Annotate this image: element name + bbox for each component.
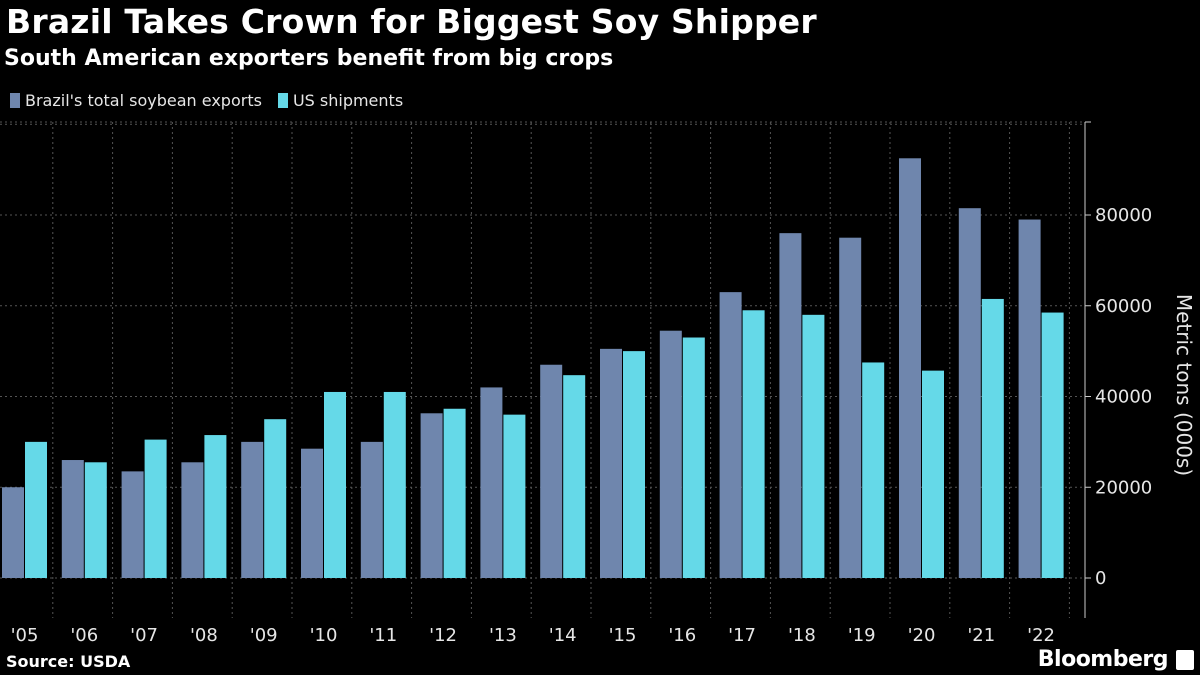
bar-us-12 — [742, 310, 765, 578]
bar-brazil-0 — [2, 487, 24, 578]
bar-brazil-17 — [1018, 219, 1041, 578]
legend-label-brazil: Brazil's total soybean exports — [25, 91, 262, 110]
bar-brazil-9 — [540, 364, 563, 578]
bar-brazil-4 — [241, 441, 264, 578]
legend: Brazil's total soybean exports US shipme… — [10, 91, 419, 110]
x-tick-label: '08 — [190, 625, 218, 646]
legend-item-brazil: Brazil's total soybean exports — [10, 91, 262, 110]
x-tick-label: '19 — [848, 625, 876, 646]
bar-brazil-13 — [779, 233, 802, 578]
bar-brazil-6 — [360, 441, 383, 578]
bar-us-1 — [84, 462, 107, 578]
bar-us-6 — [383, 391, 406, 578]
x-tick-label: '14 — [549, 625, 577, 646]
bar-us-7 — [443, 408, 466, 578]
legend-item-us: US shipments — [277, 91, 404, 110]
bar-us-3 — [204, 435, 227, 578]
bar-us-2 — [144, 439, 167, 578]
x-tick-label: '15 — [609, 625, 637, 646]
x-tick-label: '09 — [250, 625, 278, 646]
y-axis-label: Metric tons (000s) — [1172, 294, 1196, 476]
x-tick-label: '13 — [489, 625, 517, 646]
bloomberg-logo-icon — [1176, 650, 1194, 670]
x-tick-label: '20 — [908, 625, 936, 646]
bar-us-5 — [324, 391, 346, 578]
x-tick-label: '17 — [728, 625, 756, 646]
bar-brazil-16 — [958, 208, 981, 578]
bar-us-17 — [1041, 312, 1064, 578]
bar-brazil-8 — [480, 387, 503, 578]
x-tick-label: '18 — [788, 625, 816, 646]
x-tick-label: '12 — [429, 625, 457, 646]
bar-brazil-12 — [719, 292, 742, 578]
bar-us-9 — [563, 375, 586, 578]
bar-brazil-2 — [121, 471, 144, 578]
bar-us-0 — [25, 441, 47, 578]
x-tick-label: '22 — [1027, 625, 1055, 646]
bar-brazil-10 — [600, 348, 622, 578]
legend-swatch-brazil — [10, 93, 20, 108]
y-tick-label: 20000 — [1095, 477, 1152, 498]
bar-brazil-15 — [899, 158, 921, 578]
y-tick-label: 0 — [1095, 568, 1106, 589]
x-tick-label: '06 — [70, 625, 98, 646]
x-tick-label: '10 — [310, 625, 338, 646]
source-note: Source: USDA — [6, 652, 131, 671]
brand-logo-text: Bloomberg — [1037, 647, 1169, 672]
x-tick-label: '05 — [11, 625, 39, 646]
legend-label-us: US shipments — [292, 91, 404, 110]
bar-us-8 — [503, 414, 526, 578]
bar-us-11 — [682, 337, 705, 578]
x-tick-label: '07 — [130, 625, 158, 646]
chart-subtitle: South American exporters benefit from bi… — [4, 46, 614, 71]
bar-us-4 — [264, 419, 287, 578]
chart-title: Brazil Takes Crown for Biggest Soy Shipp… — [6, 2, 817, 41]
bar-brazil-1 — [61, 460, 84, 578]
y-tick-label: 40000 — [1095, 387, 1152, 408]
axes: '05 '06 '07 '08 '09 '10 '11 '12 '13 '14 '15 '16 '17 '… — [11, 121, 1152, 646]
bar-brazil-7 — [420, 413, 443, 578]
x-tick-label: '11 — [369, 625, 397, 646]
x-tick-label: '21 — [967, 625, 995, 646]
bar-us-16 — [981, 298, 1004, 578]
bar-brazil-11 — [659, 330, 682, 578]
bar-us-15 — [922, 370, 944, 578]
bar-brazil-5 — [301, 448, 323, 578]
y-tick-label: 80000 — [1095, 205, 1152, 226]
bar-us-13 — [802, 314, 825, 578]
grid-lines — [0, 121, 1085, 618]
bar-brazil-3 — [181, 462, 204, 578]
y-tick-label: 60000 — [1095, 296, 1152, 317]
bar-us-10 — [623, 351, 645, 578]
legend-swatch-us — [277, 93, 288, 108]
x-tick-label: '16 — [668, 625, 696, 646]
bar-us-14 — [862, 362, 885, 578]
bars — [2, 158, 1064, 578]
bar-brazil-14 — [839, 237, 862, 578]
